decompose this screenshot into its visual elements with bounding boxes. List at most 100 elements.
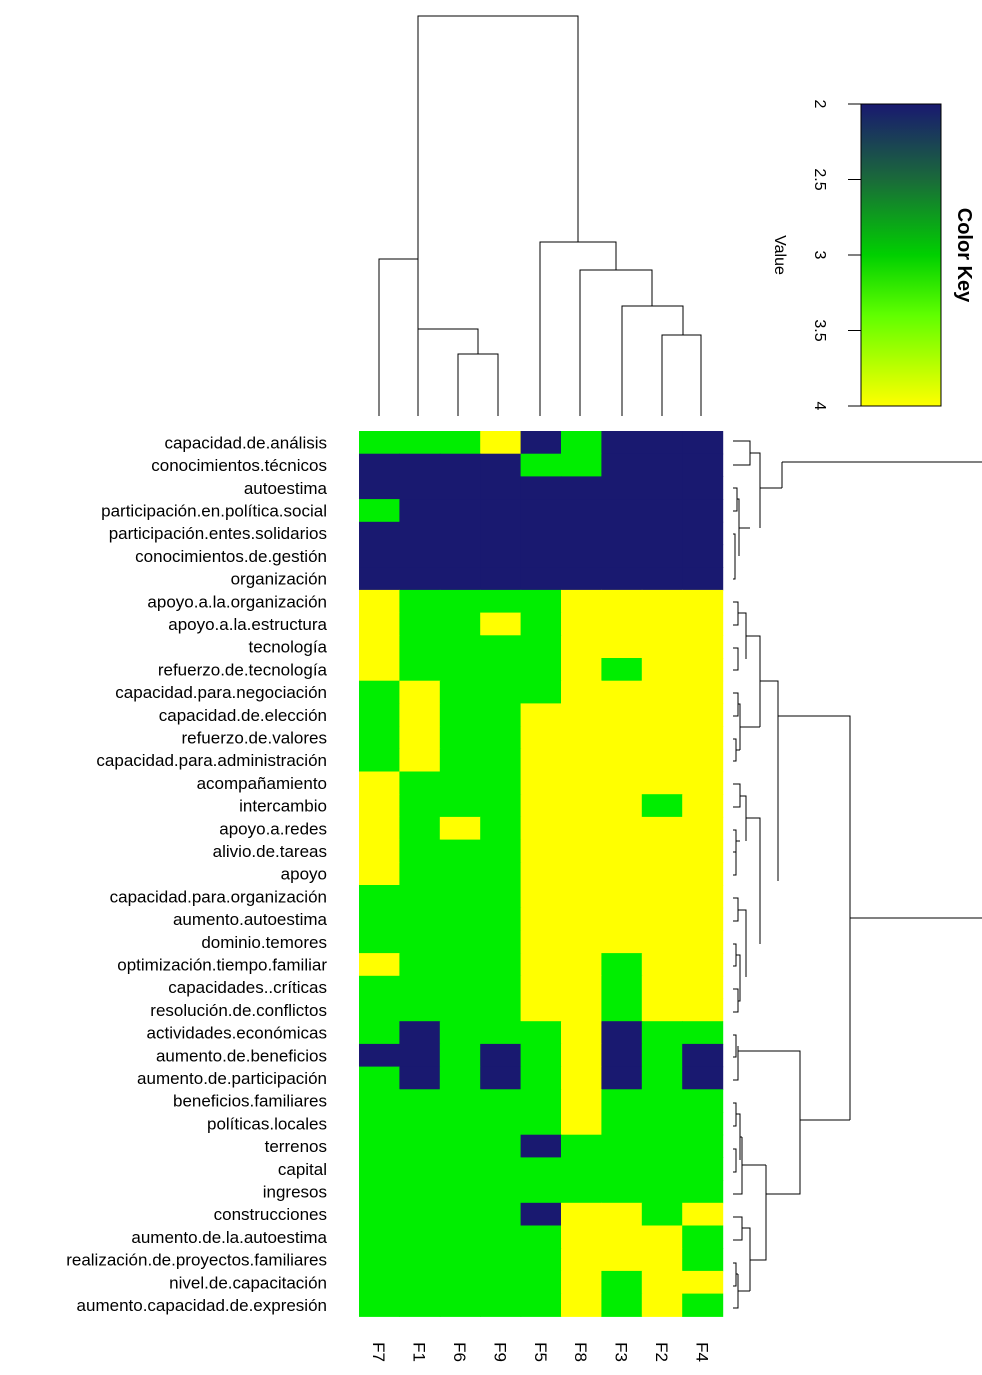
heatmap-cell: [399, 862, 441, 886]
row-label: autoestima: [244, 479, 328, 498]
heatmap-cell: [480, 862, 522, 886]
heatmap-cell: [601, 589, 643, 614]
heatmap-cell: [520, 1157, 562, 1181]
heatmap-cell: [399, 453, 441, 477]
heatmap-cell: [399, 998, 441, 1022]
heatmap-cell: [641, 1202, 683, 1227]
heatmap-cell: [561, 680, 602, 704]
heatmap-cell: [561, 453, 602, 477]
heatmap-cell: [601, 567, 643, 591]
heatmap-cell: [399, 703, 441, 727]
heatmap-cell: [601, 1089, 643, 1113]
heatmap-cell: [601, 635, 643, 659]
heatmap-cell: [480, 953, 522, 977]
heatmap-cell: [439, 726, 481, 750]
heatmap-cell: [561, 1157, 602, 1181]
row-label: aumento.capacidad.de.expresión: [77, 1296, 327, 1315]
row-label: capital: [278, 1160, 327, 1179]
row-label: capacidad.para.negociación: [115, 683, 327, 702]
heatmap-cell: [399, 1066, 441, 1090]
heatmap-cell: [641, 431, 683, 455]
heatmap-cell: [480, 1043, 522, 1068]
heatmap-cell: [641, 930, 683, 954]
heatmap-cell: [561, 1066, 602, 1090]
heatmap-cell: [561, 771, 602, 795]
heatmap-cell: [561, 1043, 602, 1068]
heatmap-cell: [520, 589, 562, 614]
heatmap-cell: [601, 521, 643, 546]
heatmap-cell: [399, 1225, 441, 1249]
heatmap-cell: [480, 1225, 522, 1249]
heatmap-cell: [439, 1066, 481, 1090]
row-label: aumento.de.participación: [137, 1069, 327, 1088]
heatmap-cell: [601, 680, 643, 704]
heatmap-cell: [480, 748, 522, 773]
heatmap-cell: [480, 635, 522, 659]
heatmap-cell: [399, 612, 441, 636]
heatmap-cell: [561, 476, 602, 500]
heatmap-cell: [682, 726, 724, 750]
heatmap-cell: [359, 703, 400, 727]
heatmap-cell: [682, 885, 724, 909]
heatmap-cell: [641, 953, 683, 977]
heatmap-cell: [601, 885, 643, 909]
heatmap-cell: [601, 975, 643, 1000]
heatmap-cell: [359, 907, 400, 931]
color-key-tick-label: 4: [811, 402, 828, 411]
heatmap-cell: [399, 521, 441, 546]
heatmap-cell: [682, 567, 724, 591]
heatmap-cell: [359, 1112, 400, 1136]
row-label: participación.entes.solidarios: [109, 524, 327, 543]
heatmap-cell: [359, 589, 400, 614]
heatmap-cell: [439, 1225, 481, 1249]
heatmap-cell: [480, 521, 522, 546]
heatmap-cell: [641, 544, 683, 568]
heatmap-cell: [399, 1089, 441, 1113]
heatmap-cell: [399, 794, 441, 818]
color-key-tick-label: 3.5: [811, 319, 828, 341]
heatmap-cell: [682, 1157, 724, 1181]
heatmap-cell: [561, 567, 602, 591]
color-key-title: Color Key: [953, 208, 975, 303]
heatmap-cell: [439, 612, 481, 636]
heatmap-cell: [520, 816, 562, 841]
heatmap-cell: [641, 885, 683, 909]
heatmap-cell: [480, 998, 522, 1022]
heatmap-cell: [480, 567, 522, 591]
heatmap-cell: [480, 1066, 522, 1090]
heatmap-cell: [359, 1021, 400, 1045]
row-label: participación.en.política.social: [101, 501, 327, 520]
row-label: capacidades..críticas: [168, 978, 327, 997]
heatmap-cell: [520, 703, 562, 727]
heatmap-cell: [561, 930, 602, 954]
heatmap-cell: [601, 431, 643, 455]
heatmap-cell: [359, 1202, 400, 1227]
heatmap-cell: [480, 1293, 522, 1317]
heatmap-cell: [520, 680, 562, 704]
heatmap-cell: [520, 1089, 562, 1113]
heatmap-cell: [520, 1202, 562, 1227]
heatmap-cell: [439, 1021, 481, 1045]
heatmap-cell: [399, 726, 441, 750]
heatmap-cell: [480, 658, 522, 682]
heatmap-cell: [682, 612, 724, 636]
color-key-value-label: Value: [771, 235, 788, 275]
heatmap-cell: [359, 862, 400, 886]
column-labels: F7 F1 F6 F9 F5 F8 F3 F2 F4: [369, 1342, 711, 1362]
heatmap-cell: [439, 635, 481, 659]
heatmap-cell: [561, 1248, 602, 1272]
heatmap-cell: [682, 453, 724, 477]
heatmap-cell: [520, 499, 562, 523]
heatmap-cell: [561, 1293, 602, 1317]
row-label: alivio.de.tareas: [213, 842, 327, 861]
heatmap-cell: [359, 1270, 400, 1295]
heatmap-cell: [480, 431, 522, 455]
heatmap-cell: [682, 1089, 724, 1113]
heatmap-cell: [480, 544, 522, 568]
heatmap-cell: [359, 885, 400, 909]
heatmap-cell: [399, 748, 441, 773]
heatmap-cell: [601, 1066, 643, 1090]
row-labels: capacidad.de.análisis conocimientos.técni…: [66, 433, 327, 1315]
heatmap-cell: [601, 703, 643, 727]
heatmap-cell: [601, 1157, 643, 1181]
